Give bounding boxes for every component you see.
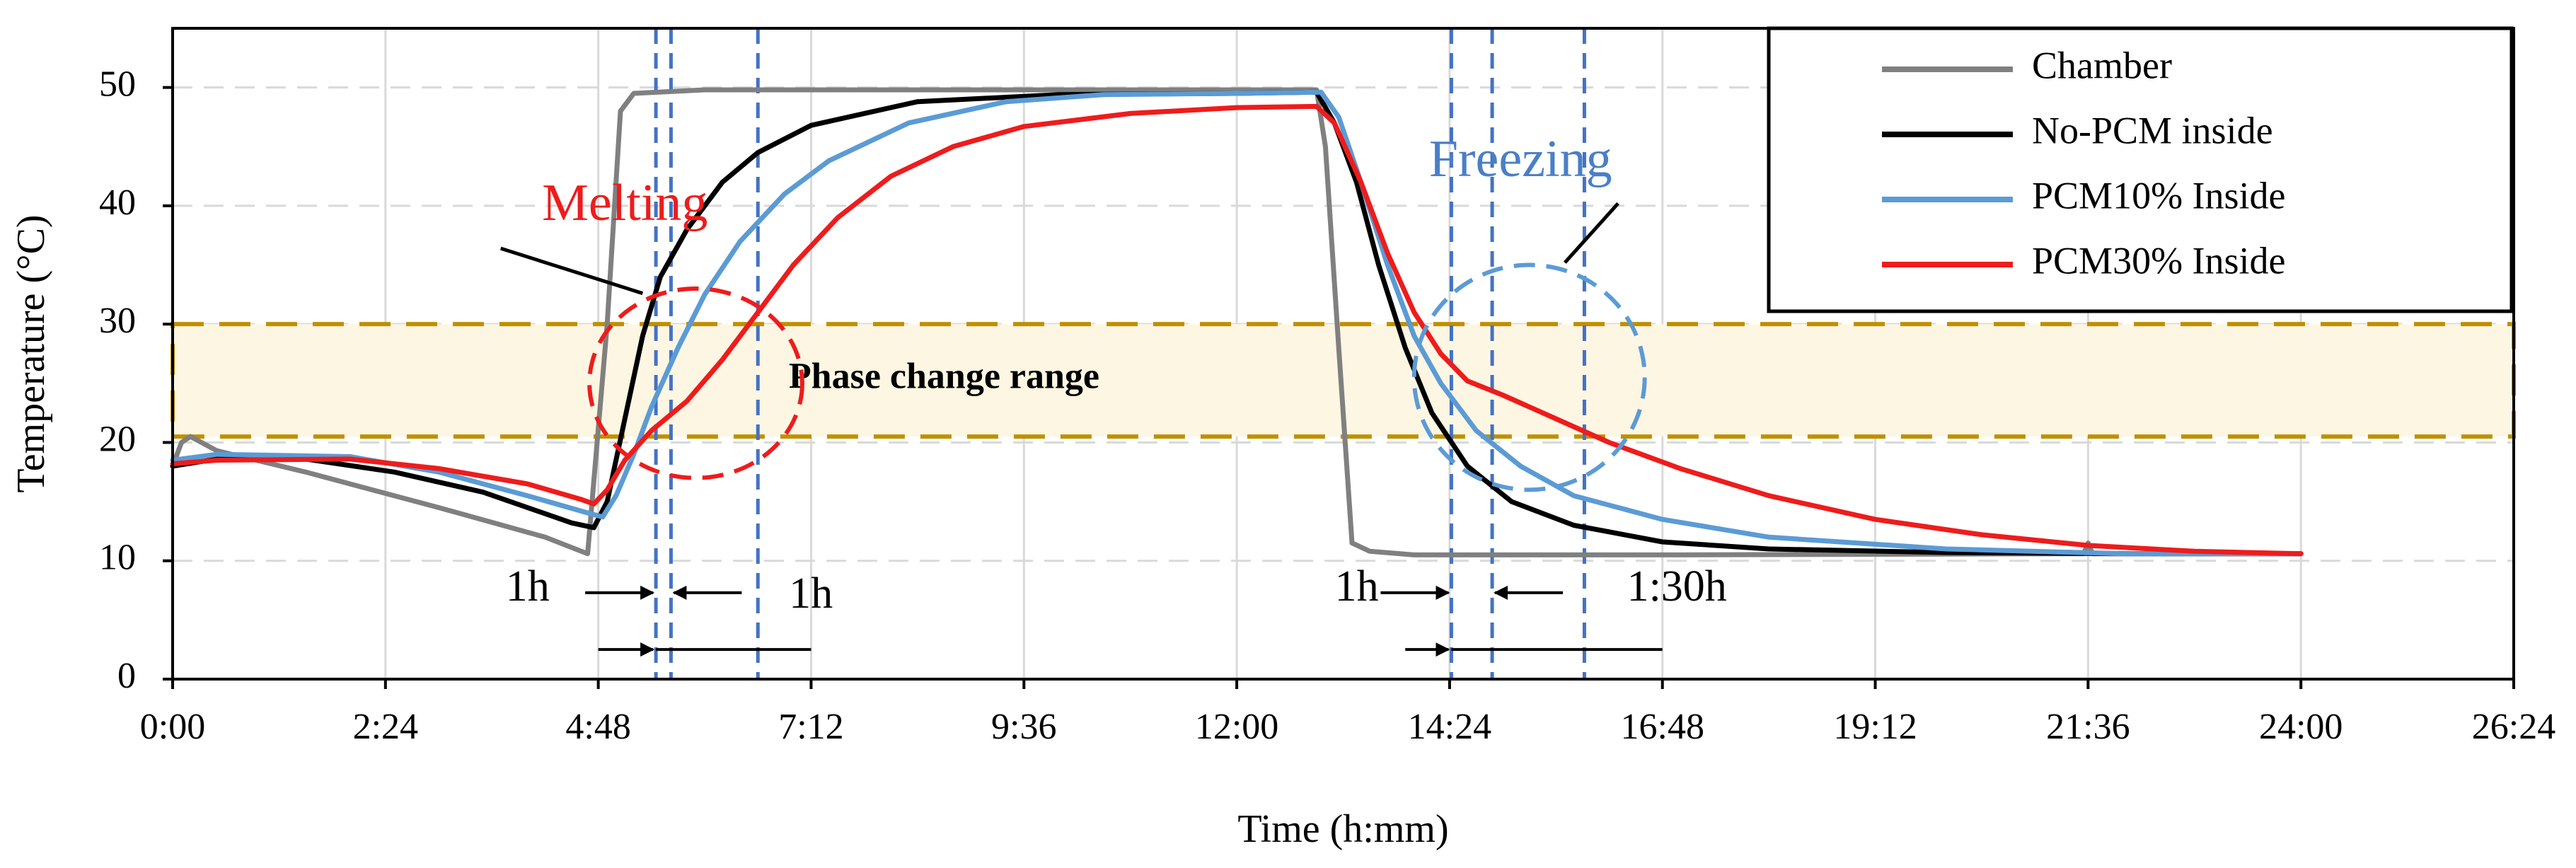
legend: Chamber No-PCM inside PCM10% Inside PCM30% … bbox=[1767, 26, 2514, 313]
highlight-ellipse bbox=[587, 287, 804, 480]
y-tick-label: 0 bbox=[117, 656, 136, 696]
series-line-pcm10-inside bbox=[170, 89, 2304, 557]
legend-label: Chamber bbox=[2032, 44, 2172, 86]
x-tick-label: 26:24 bbox=[2472, 707, 2555, 747]
y-tick-label: 30 bbox=[99, 301, 136, 341]
y-tick-label: 10 bbox=[99, 538, 136, 578]
x-tick-label: 24:00 bbox=[2259, 707, 2343, 747]
y-tick-label: 50 bbox=[99, 64, 136, 105]
legend-label: PCM10% Inside bbox=[2032, 174, 2286, 216]
legend-label: PCM30% Inside bbox=[2032, 239, 2286, 282]
x-tick-label: 21:36 bbox=[2046, 707, 2130, 747]
y-axis-title: Temperature (°C) bbox=[9, 214, 53, 492]
y-tick-label: 40 bbox=[99, 183, 136, 223]
highlight-ellipse bbox=[1411, 262, 1647, 492]
vline-layer bbox=[654, 28, 1586, 679]
plot-frame bbox=[171, 27, 2515, 681]
duration-label: 1:30h bbox=[1627, 562, 1727, 611]
series-layer bbox=[170, 87, 2304, 557]
duration-label: 1h bbox=[1335, 562, 1379, 611]
x-tick-label: 7:12 bbox=[778, 707, 843, 747]
annotation-layer: Melting Freezing 1h 1h 1h 1:30h bbox=[500, 130, 1727, 657]
series-line-no-pcm-inside bbox=[170, 89, 2304, 557]
x-tick-label: 14:24 bbox=[1408, 707, 1491, 747]
freezing-annotation: Freezing bbox=[1429, 130, 1612, 188]
annotation-leader-line bbox=[500, 246, 644, 296]
phase-change-label: Phase change range bbox=[789, 357, 1099, 397]
x-tick-label: 2:24 bbox=[353, 707, 418, 747]
legend-label: No-PCM inside bbox=[2032, 109, 2273, 151]
x-tick-label: 12:00 bbox=[1195, 707, 1278, 747]
y-tick-label: 20 bbox=[99, 419, 136, 459]
melting-annotation: Melting bbox=[542, 174, 707, 232]
duration-label: 1h bbox=[506, 562, 550, 611]
annotation-leader-line bbox=[1563, 202, 1619, 264]
series-line-chamber bbox=[170, 87, 2304, 557]
x-tick-label: 0:00 bbox=[140, 707, 205, 747]
axis-layer: 0:00 2:24 4:48 7:12 9:36 12:00 14:24 16:48 19:12… bbox=[99, 27, 2555, 747]
x-tick-label: 9:36 bbox=[991, 707, 1056, 747]
x-tick-label: 16:48 bbox=[1621, 707, 1704, 747]
series-line-pcm30-inside bbox=[170, 103, 2304, 557]
duration-label: 1h bbox=[789, 569, 833, 618]
x-tick-label: 19:12 bbox=[1833, 707, 1917, 747]
x-axis-title: Time (h:mm) bbox=[1237, 807, 1448, 851]
x-tick-label: 4:48 bbox=[565, 707, 630, 747]
